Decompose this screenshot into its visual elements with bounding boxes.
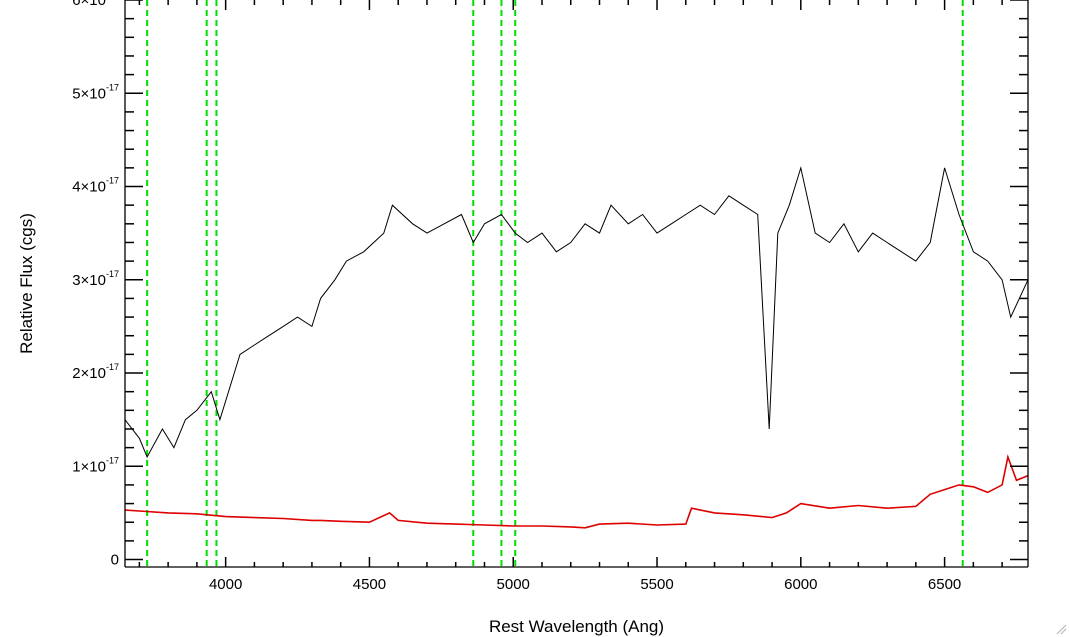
x-tick-label: 6000 [784, 576, 817, 593]
y-tick-label: 0 [111, 552, 119, 569]
y-tick-label: 3×10-17 [72, 269, 119, 289]
spectrum-series [125, 165, 1028, 529]
plot-frame [124, 0, 1029, 568]
x-tick-label: 4500 [353, 576, 386, 593]
y-tick-label: 6×10-17 [72, 0, 119, 9]
y-tick-label: 1×10-17 [72, 455, 119, 475]
x-tick-label: 4000 [209, 576, 242, 593]
x-tick-label: 5000 [497, 576, 530, 593]
x-tick-label: 6500 [928, 576, 961, 593]
resize-grip-icon[interactable] [1056, 624, 1067, 635]
x-axis-title: Rest Wavelength (Ang) [489, 617, 664, 636]
y-tick-label: 5×10-17 [72, 82, 119, 102]
emission-line-markers [146, 0, 964, 567]
x-tick-label: 5500 [640, 576, 673, 593]
object-spectrum-line [125, 165, 1028, 459]
y-axis-title: Relative Flux (cgs) [17, 213, 36, 354]
y-axis-ticks: 0 1×10-17 2×10-17 3×10-17 4×10-17 5×10-17 6×10… [72, 0, 1028, 569]
x-axis-ticks: 4000 4500 5000 5500 6000 6500 [138, 0, 1003, 593]
error-spectrum-line [125, 454, 1028, 529]
y-tick-label: 2×10-17 [72, 362, 119, 382]
y-tick-label: 4×10-17 [72, 176, 119, 196]
